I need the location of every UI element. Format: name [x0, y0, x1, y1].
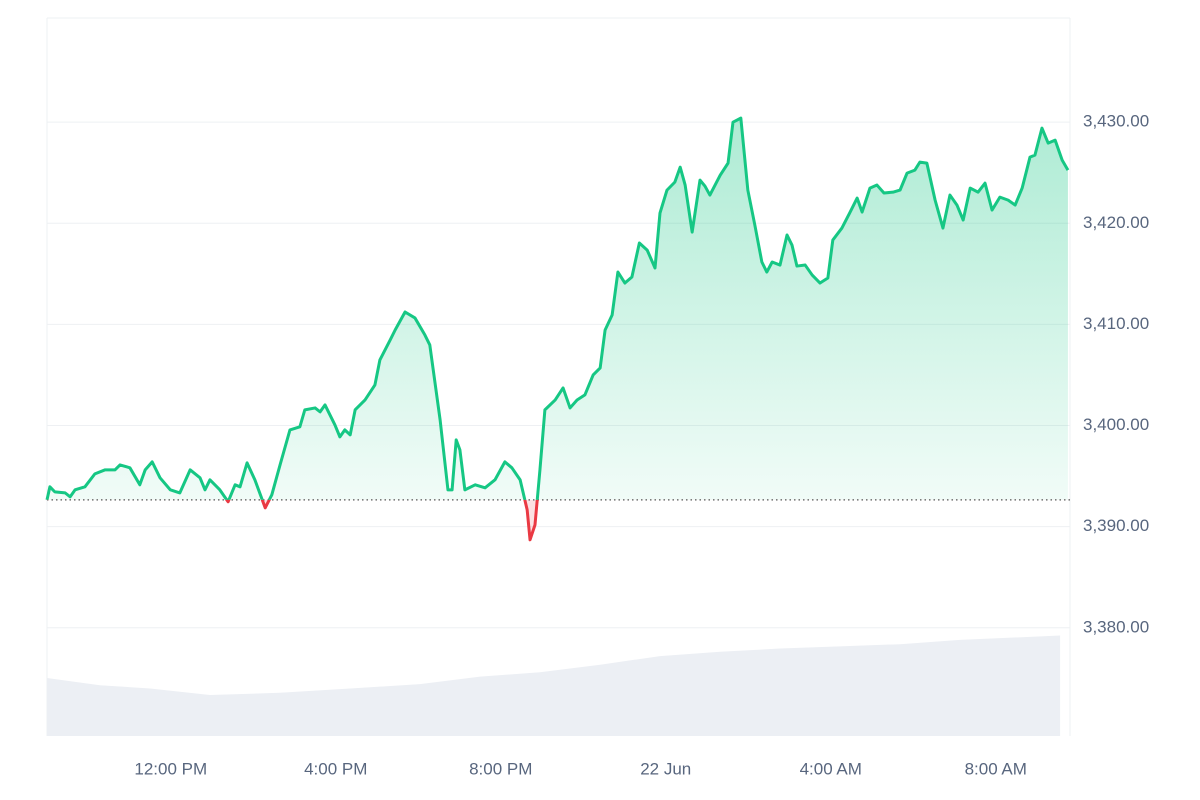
- area-above: [47, 118, 1068, 500]
- y-tick-label: 3,380.00: [1083, 617, 1149, 636]
- y-tick-label: 3,390.00: [1083, 516, 1149, 535]
- x-tick-label: 22 Jun: [640, 759, 691, 778]
- y-tick-label: 3,420.00: [1083, 213, 1149, 232]
- x-tick-label: 8:00 AM: [965, 759, 1027, 778]
- volume-area: [47, 635, 1061, 736]
- y-tick-label: 3,410.00: [1083, 314, 1149, 333]
- plot: 3,380.00 3,390.00 3,400.00 3,410.00 3,420.00…: [45, 112, 1149, 778]
- x-tick-label: 8:00 PM: [469, 759, 532, 778]
- x-tick-label: 12:00 PM: [134, 759, 207, 778]
- price-line-above: [45, 116, 1070, 500]
- y-tick-label: 3,430.00: [1083, 112, 1149, 131]
- y-tick-label: 3,400.00: [1083, 415, 1149, 434]
- x-tick-label: 4:00 AM: [800, 759, 862, 778]
- x-tick-label: 4:00 PM: [304, 759, 367, 778]
